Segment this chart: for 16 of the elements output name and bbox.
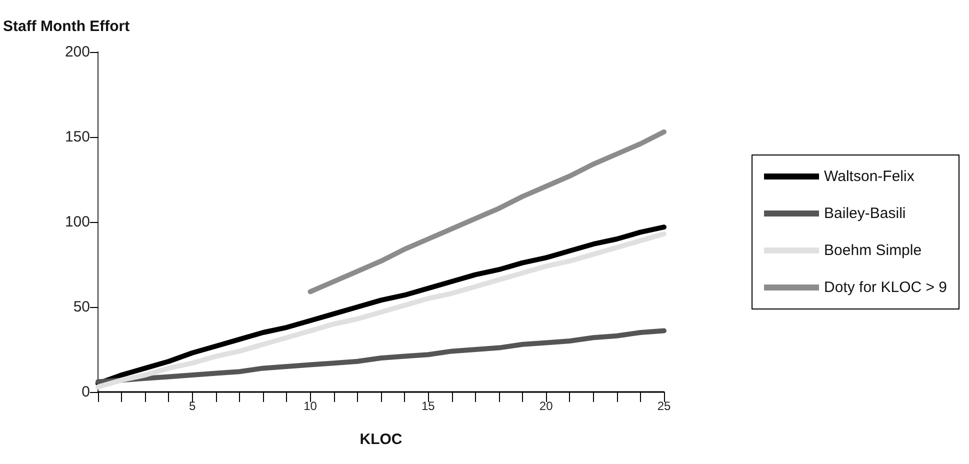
y-tick-label: 200 <box>64 44 90 60</box>
y-tick-label: 100 <box>64 214 90 230</box>
y-tick-label: 150 <box>64 128 90 146</box>
x-tick-label: 15 <box>421 399 436 413</box>
y-tick-label: 0 <box>82 384 90 400</box>
legend-label: Doty for KLOC > 9 <box>824 279 947 296</box>
x-tick-label: 25 <box>657 399 671 413</box>
legend-label: Bailey-Basili <box>824 205 906 222</box>
x-tick-label: 20 <box>539 399 554 413</box>
x-tick-label: 10 <box>304 399 318 413</box>
x-axis-title: KLOC <box>360 431 402 448</box>
legend-label: Waltson-Felix <box>824 168 915 185</box>
y-axis-title: Staff Month Effort <box>3 18 130 35</box>
x-tick-label: 5 <box>188 399 196 413</box>
y-tick-label: 50 <box>73 298 90 316</box>
legend-label: Boehm Simple <box>824 242 922 259</box>
